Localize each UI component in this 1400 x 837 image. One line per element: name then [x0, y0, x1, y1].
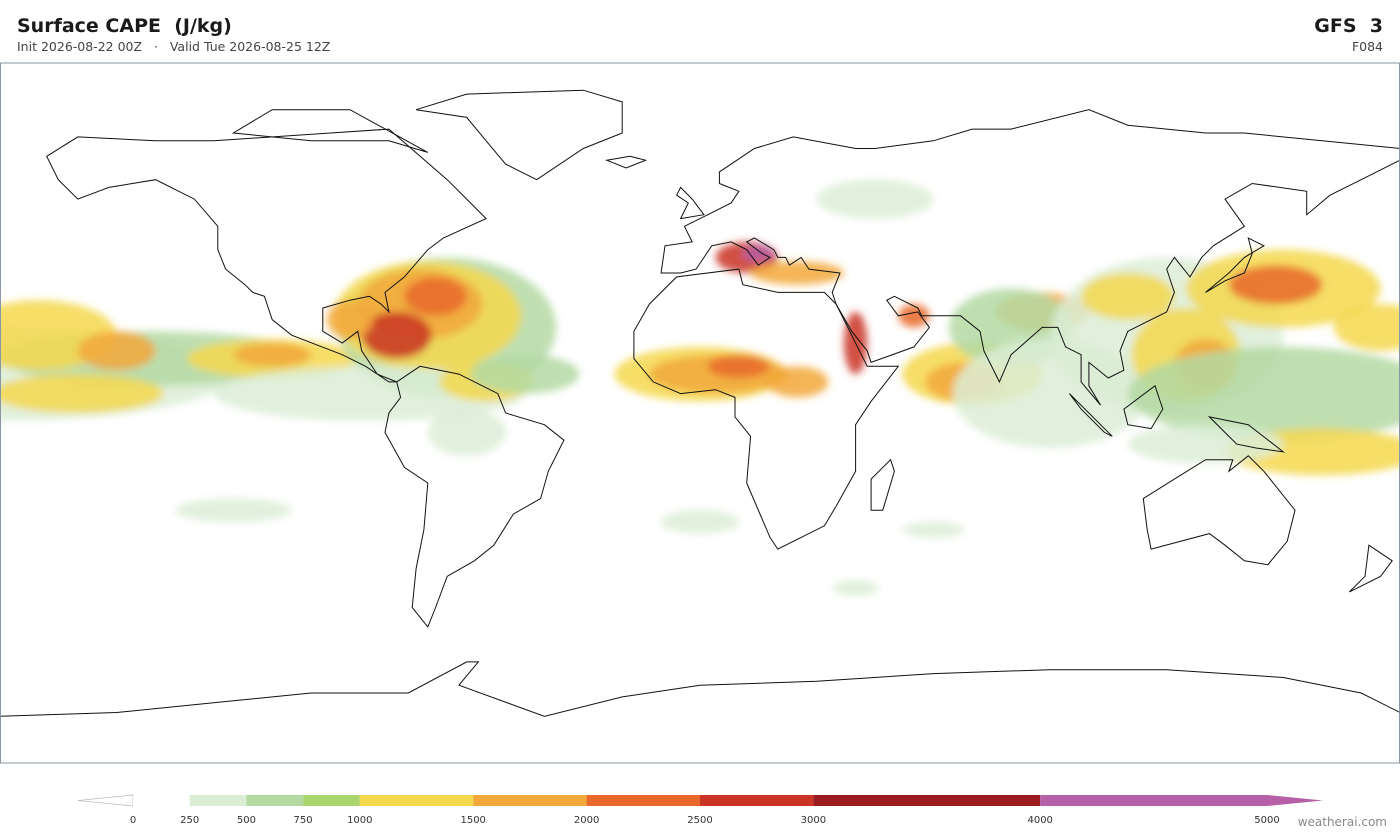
- cape-field: [0, 179, 1400, 596]
- cape-area: [233, 342, 312, 367]
- colorbar-extend-over: [1267, 795, 1323, 806]
- cape-area: [832, 580, 879, 596]
- cape-area: [1081, 272, 1175, 320]
- coastline: [231, 109, 429, 153]
- cape-area: [742, 245, 774, 262]
- colorbar-tick-label: 4000: [1027, 815, 1052, 826]
- colorbar-segment: [133, 795, 190, 806]
- coastline: [1142, 455, 1296, 566]
- cape-area: [1228, 265, 1323, 305]
- colorbar-tick-label: 1500: [460, 815, 485, 826]
- cape-area: [898, 304, 930, 328]
- cape-area: [326, 300, 374, 340]
- colorbar-segment: [813, 795, 1041, 806]
- coastline: [676, 186, 705, 220]
- coastline: [0, 661, 1400, 763]
- map-title: Surface CAPE (J/kg): [17, 15, 232, 37]
- cape-area: [766, 366, 829, 398]
- colorbar-tick-label: 750: [294, 815, 313, 826]
- coastline: [415, 89, 623, 181]
- cape-area: [1127, 424, 1284, 464]
- cape-area: [816, 179, 934, 219]
- model-label: GFS 3: [1314, 15, 1383, 37]
- cape-area: [1127, 346, 1400, 441]
- coastline: [1349, 544, 1393, 593]
- map-subtitle: Init 2026-08-22 00Z · Valid Tue 2026-08-…: [17, 39, 331, 54]
- colorbar-tick-label: 5000: [1254, 815, 1279, 826]
- colorbar-segment: [473, 795, 587, 806]
- colorbar-tick-label: 2500: [687, 815, 712, 826]
- cape-area: [750, 261, 844, 285]
- cape-area: [361, 311, 432, 359]
- coastline: [660, 109, 1400, 406]
- colorbar-segment: [586, 795, 700, 806]
- cape-area: [470, 354, 580, 394]
- colorbar-tick-label: 1000: [347, 815, 372, 826]
- colorbar-segment: [359, 795, 474, 806]
- cape-area: [427, 409, 506, 456]
- coastline: [633, 268, 900, 550]
- coastline: [870, 458, 895, 511]
- coastlines: [0, 89, 1400, 763]
- cape-area: [174, 498, 292, 522]
- cape-area: [661, 510, 739, 534]
- coastline: [1207, 416, 1286, 453]
- cape-area: [0, 374, 164, 413]
- coastline: [1205, 237, 1265, 293]
- colorbar-tick-label: 500: [237, 815, 256, 826]
- cape-area: [707, 354, 771, 378]
- coastline: [384, 365, 565, 628]
- colorbar-segment: [700, 795, 814, 806]
- cape-area: [1333, 304, 1400, 351]
- coastline: [46, 128, 487, 383]
- cape-area: [902, 521, 965, 538]
- cape-area: [404, 276, 467, 316]
- colorbar-segment: [189, 795, 247, 806]
- coastline: [604, 155, 648, 169]
- colorbar-tick-label: 2000: [574, 815, 599, 826]
- colorbar-tick-label: 0: [130, 815, 136, 826]
- colorbar-segment: [1040, 795, 1267, 806]
- colorbar-extend-under: [77, 794, 134, 807]
- forecast-hour: F084: [1351, 39, 1383, 54]
- credit: weatherai.com: [1297, 815, 1387, 829]
- coastline: [1069, 393, 1113, 437]
- colorbar-segment: [303, 795, 360, 806]
- colorbar-segment: [246, 795, 304, 806]
- colorbar-tick-label: 250: [180, 815, 199, 826]
- colorbar-tick-label: 3000: [801, 815, 826, 826]
- coastline: [1123, 384, 1164, 430]
- cape-area: [77, 331, 156, 371]
- colorbar: 0 250 500 750 1000 1500 2000 2500 3000 4000 5000: [77, 794, 1323, 826]
